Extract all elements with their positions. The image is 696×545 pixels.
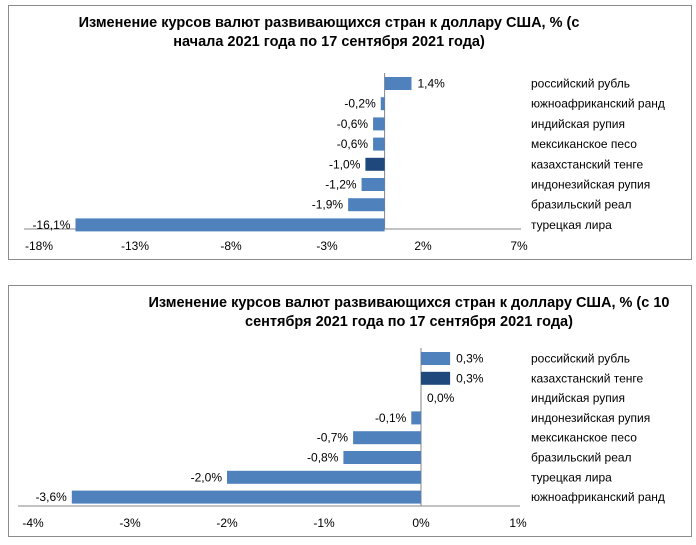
- data-label: -16,1%: [32, 218, 70, 232]
- x-tick-label: -3%: [316, 239, 338, 253]
- category-label: бразильский реал: [531, 198, 632, 212]
- x-tick-label: 1%: [509, 516, 527, 530]
- x-tick-label: -1%: [313, 516, 335, 530]
- data-label: -0,8%: [307, 451, 339, 465]
- x-tick-label: 0%: [412, 516, 430, 530]
- category-label: российский рубль: [531, 77, 630, 91]
- bar: [421, 371, 451, 385]
- x-tick-label: -8%: [220, 239, 242, 253]
- data-label: -3,6%: [35, 490, 67, 504]
- chart-plot: -18% -13% -8% -3% 2% 7% 1,4% российский рубль -0…: [24, 73, 665, 253]
- category-label: бразильский реал: [531, 451, 632, 465]
- data-label: -1,2%: [325, 178, 357, 192]
- category-label: индийская рупия: [531, 117, 625, 131]
- bar: [384, 77, 412, 90]
- chart-title: Изменение курсов валют развивающихся стр…: [148, 295, 670, 330]
- bar: [348, 198, 385, 212]
- data-label: -2,0%: [191, 470, 223, 484]
- data-label: -0,6%: [337, 117, 369, 131]
- chart-plot: -4% -3% -2% -1% 0% 1% 0,3% российский рубль 0,3%…: [18, 348, 665, 530]
- x-tick-label: 2%: [414, 239, 432, 253]
- category-label: южноафриканский ранд: [531, 490, 665, 504]
- category-label: мексиканское песо: [531, 431, 637, 445]
- bar: [421, 352, 451, 365]
- category-label: казахстанский тенге: [531, 371, 644, 385]
- category-label: турецкая лира: [531, 470, 612, 484]
- category-label: южноафриканский ранд: [531, 97, 665, 111]
- bar: [361, 178, 385, 191]
- category-label: российский рубль: [531, 352, 630, 366]
- bar: [373, 137, 385, 151]
- data-label: 0,3%: [456, 352, 484, 366]
- category-label: турецкая лира: [531, 218, 612, 232]
- bar: [380, 97, 385, 111]
- data-label: -0,2%: [344, 97, 376, 111]
- category-label: мексиканское песо: [531, 137, 637, 151]
- chart-ytd: Изменение курсов валют развивающихся стр…: [8, 5, 692, 260]
- bar: [353, 431, 421, 445]
- data-label: -0,7%: [317, 431, 349, 445]
- category-label: казахстанский тенге: [531, 157, 644, 171]
- data-label: 0,0%: [427, 391, 455, 405]
- data-label: 0,3%: [456, 371, 484, 385]
- bar: [71, 490, 422, 504]
- x-tick-label: -3%: [119, 516, 141, 530]
- x-tick-label: -18%: [25, 239, 53, 253]
- data-label: -1,9%: [312, 198, 344, 212]
- bar: [227, 470, 421, 484]
- bar: [343, 451, 421, 464]
- chart-week: Изменение курсов валют развивающихся стр…: [8, 285, 692, 537]
- data-label: -0,1%: [375, 411, 407, 425]
- bar: [373, 117, 385, 131]
- bar: [75, 218, 385, 232]
- data-label: -1,0%: [329, 157, 361, 171]
- chart-title: Изменение курсов валют развивающихся стр…: [78, 15, 580, 50]
- x-tick-label: 7%: [510, 239, 528, 253]
- x-tick-label: -4%: [22, 516, 44, 530]
- data-label: -0,6%: [337, 137, 369, 151]
- category-label: индонезийская рупия: [531, 178, 650, 192]
- x-tick-label: -13%: [121, 239, 149, 253]
- bar: [411, 411, 421, 425]
- category-label: индонезийская рупия: [531, 411, 650, 425]
- category-label: индийская рупия: [531, 391, 625, 405]
- bar: [365, 157, 385, 171]
- x-tick-label: -2%: [216, 516, 238, 530]
- data-label: 1,4%: [417, 77, 445, 91]
